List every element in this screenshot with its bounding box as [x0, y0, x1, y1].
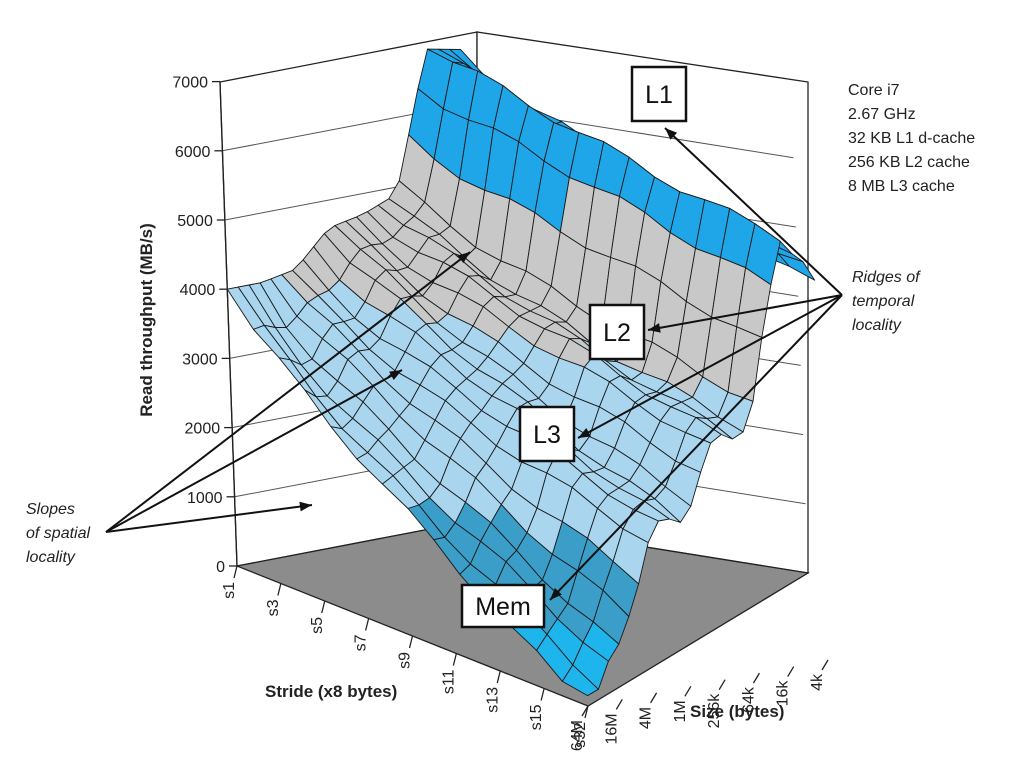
- size-tick-label: 1M: [672, 700, 689, 722]
- stride-tick-label: s9: [397, 652, 414, 669]
- annotation-arrow-line: [105, 369, 403, 533]
- stride-tick-label: s11: [440, 669, 457, 694]
- stride-tick-mark: [233, 565, 238, 579]
- svg-text:locality: locality: [26, 549, 76, 566]
- annotation-arrows: [105, 127, 843, 601]
- svg-text:L2: L2: [603, 319, 631, 347]
- annotation-arrow-line: [647, 294, 843, 331]
- size-tick-mark: [684, 685, 692, 697]
- stride-tick-mark: [540, 688, 545, 701]
- annotation-arrow-head: [299, 501, 312, 512]
- stride-tick-label: s3: [265, 599, 282, 616]
- stride-tick-label: s5: [309, 617, 326, 634]
- stride-tick-mark: [408, 635, 414, 649]
- z-tick-label: 4000: [180, 282, 216, 299]
- y-axis-title: Read throughput (MB/s): [137, 223, 156, 417]
- x-axis-title: Stride (x8 bytes): [265, 682, 397, 701]
- z-tick-label: 5000: [177, 213, 213, 230]
- svg-text:locality: locality: [852, 317, 902, 334]
- stride-tick-mark: [277, 583, 282, 596]
- svg-text:Core i7: Core i7: [848, 82, 900, 99]
- z-tick-label: 3000: [182, 351, 218, 368]
- vertical-axis-line: [219, 81, 238, 567]
- stride-tick-label: s7: [353, 634, 370, 651]
- size-tick-mark: [615, 699, 623, 710]
- callout-l3: L3: [518, 405, 576, 463]
- stride-tick-mark: [364, 618, 370, 631]
- stride-tick-label: s32: [572, 722, 589, 748]
- svg-text:32 KB L1 d-cache: 32 KB L1 d-cache: [848, 130, 975, 147]
- svg-text:of spatial: of spatial: [26, 525, 90, 542]
- z-tick-label: 1000: [187, 490, 223, 507]
- size-tick-mark: [752, 672, 760, 684]
- annotation-arrow-line: [577, 294, 843, 439]
- annotation-arrow-head: [550, 587, 562, 600]
- svg-text:2.67 GHz: 2.67 GHz: [848, 106, 916, 123]
- stride-tick-mark: [321, 600, 326, 614]
- svg-text:Mem: Mem: [475, 593, 531, 621]
- size-tick-label: 4k: [809, 673, 826, 691]
- callout-mem: Mem: [460, 583, 546, 629]
- annotation-arrow-line: [105, 251, 471, 533]
- size-tick-mark: [581, 705, 589, 717]
- annotation-arrow-line: [549, 294, 843, 601]
- stride-tick-label: s1: [221, 582, 238, 599]
- size-axis-ticks: 64M 16M 4M 1M 256k 64k 16k 4k: [569, 659, 829, 751]
- temporal-locality-note: Ridges of temporal locality: [852, 269, 921, 334]
- size-tick-mark: [787, 666, 795, 677]
- svg-text:L1: L1: [645, 81, 673, 109]
- throughput-surface: [226, 48, 816, 697]
- svg-text:L3: L3: [533, 421, 561, 449]
- size-tick-label: 16k: [775, 680, 792, 707]
- annotation-arrow-line: [664, 127, 843, 296]
- size-tick-mark: [718, 679, 726, 691]
- annotation-arrow-head: [665, 128, 678, 140]
- annotation-arrow-head: [389, 370, 402, 381]
- z-tick-label: 6000: [175, 144, 211, 161]
- callout-l2: L2: [588, 303, 646, 361]
- spatial-locality-note: Slopes of spatial locality: [26, 501, 90, 566]
- machine-info: Core i7 2.67 GHz 32 KB L1 d-cache 256 KB…: [848, 82, 975, 195]
- annotation-arrow-line: [105, 504, 313, 533]
- stride-axis-ticks: s1 s3 s5 s7 s9 s11 s13 s15 s32: [221, 565, 589, 748]
- stride-tick-label: s13: [484, 687, 501, 713]
- size-tick-mark: [650, 692, 658, 704]
- size-tick-label: 256k: [706, 693, 723, 729]
- size-tick-label: 4M: [638, 707, 655, 729]
- size-tick-label: 64M: [569, 720, 586, 751]
- svg-text:256 KB L2 cache: 256 KB L2 cache: [848, 154, 970, 171]
- stride-tick-mark: [496, 670, 501, 684]
- annotation-arrow-head: [578, 428, 591, 438]
- svg-text:temporal: temporal: [852, 293, 915, 310]
- annotation-arrow-head: [457, 252, 470, 264]
- callout-l1: L1: [630, 65, 688, 123]
- svg-text:Slopes: Slopes: [26, 501, 75, 518]
- z-axis-title: Size (bytes): [690, 702, 784, 721]
- vertical-axis-ticks: 0 1000 2000 3000 4000 5000 6000 7000: [172, 75, 237, 576]
- svg-text:8 MB L3 cache: 8 MB L3 cache: [848, 178, 955, 195]
- stride-tick-label: s15: [528, 704, 545, 730]
- size-tick-label: 64k: [740, 686, 757, 713]
- size-tick-label: 16M: [603, 713, 620, 744]
- size-tick-mark: [821, 659, 829, 671]
- z-tick-label: 0: [216, 559, 225, 576]
- surface-cell: [561, 664, 599, 697]
- annotation-arrow-head: [648, 323, 661, 333]
- z-tick-label: 2000: [185, 421, 221, 438]
- z-tick-label: 7000: [172, 75, 208, 92]
- stride-tick-mark: [452, 653, 458, 666]
- svg-text:Ridges of: Ridges of: [852, 269, 921, 286]
